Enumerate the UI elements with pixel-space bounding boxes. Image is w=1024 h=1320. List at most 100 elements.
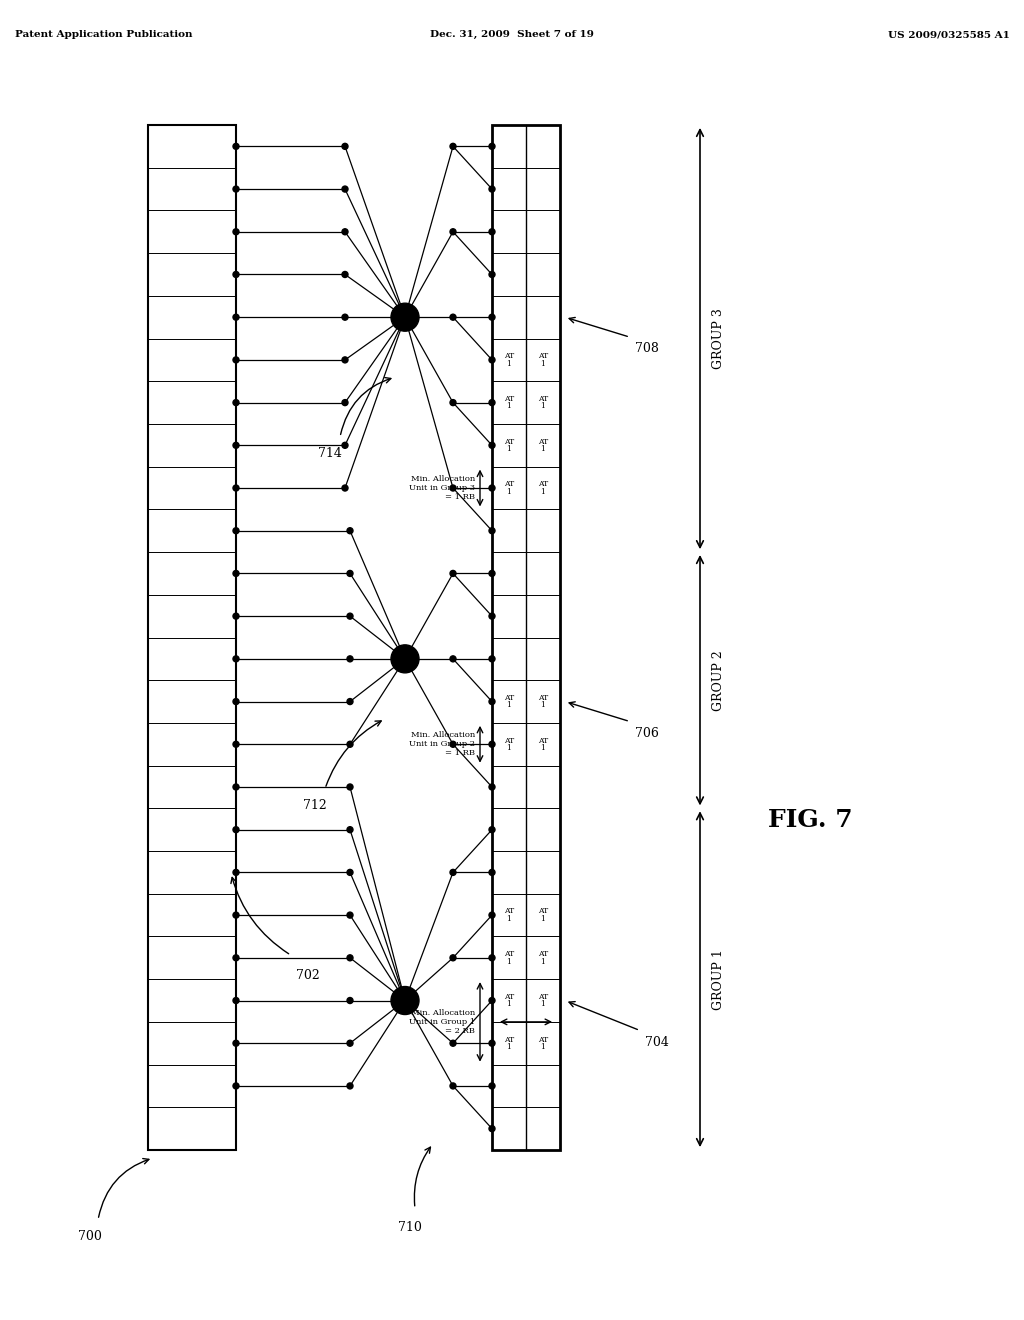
Circle shape xyxy=(489,186,495,193)
Circle shape xyxy=(233,528,239,533)
Circle shape xyxy=(233,356,239,363)
Circle shape xyxy=(347,784,353,789)
Text: AT
1: AT 1 xyxy=(504,352,514,367)
Circle shape xyxy=(347,1082,353,1089)
Text: Min. Allocation
Unit in Group 3
= 1 RB: Min. Allocation Unit in Group 3 = 1 RB xyxy=(409,475,475,502)
Circle shape xyxy=(233,144,239,149)
Circle shape xyxy=(391,304,419,331)
Circle shape xyxy=(489,314,495,321)
Circle shape xyxy=(347,826,353,833)
Text: AT
1: AT 1 xyxy=(504,395,514,411)
Text: AT
1: AT 1 xyxy=(538,907,548,923)
Circle shape xyxy=(233,400,239,405)
Text: FIG. 7: FIG. 7 xyxy=(768,808,852,832)
Circle shape xyxy=(347,998,353,1003)
Text: AT
1: AT 1 xyxy=(504,993,514,1008)
Circle shape xyxy=(347,570,353,577)
Circle shape xyxy=(233,784,239,789)
Text: AT
1: AT 1 xyxy=(504,694,514,709)
Circle shape xyxy=(489,570,495,577)
Circle shape xyxy=(450,954,456,961)
Text: Dec. 31, 2009  Sheet 7 of 19: Dec. 31, 2009 Sheet 7 of 19 xyxy=(430,30,594,40)
Circle shape xyxy=(489,484,495,491)
Circle shape xyxy=(489,228,495,235)
Bar xyxy=(148,125,236,1150)
Text: Min. Allocation
Unit in Group 2
= 1 RB: Min. Allocation Unit in Group 2 = 1 RB xyxy=(409,731,475,758)
Circle shape xyxy=(489,954,495,961)
Circle shape xyxy=(489,784,495,789)
Text: 706: 706 xyxy=(635,726,658,739)
Circle shape xyxy=(342,400,348,405)
Text: US 2009/0325585 A1: US 2009/0325585 A1 xyxy=(888,30,1010,40)
Circle shape xyxy=(342,442,348,449)
Circle shape xyxy=(233,826,239,833)
Circle shape xyxy=(347,742,353,747)
Circle shape xyxy=(489,1126,495,1131)
Text: GROUP 2: GROUP 2 xyxy=(712,649,725,710)
Text: AT
1: AT 1 xyxy=(504,438,514,453)
Text: AT
1: AT 1 xyxy=(504,737,514,752)
Text: AT
1: AT 1 xyxy=(504,950,514,965)
Circle shape xyxy=(489,742,495,747)
Circle shape xyxy=(450,484,456,491)
Circle shape xyxy=(347,912,353,919)
Circle shape xyxy=(489,442,495,449)
Circle shape xyxy=(450,400,456,405)
Text: Min. Allocation
Unit in Group 1
= 2 RB: Min. Allocation Unit in Group 1 = 2 RB xyxy=(409,1008,475,1035)
Circle shape xyxy=(233,570,239,577)
Circle shape xyxy=(489,144,495,149)
Circle shape xyxy=(489,656,495,661)
Text: AT
1: AT 1 xyxy=(538,352,548,367)
Circle shape xyxy=(347,1040,353,1047)
Text: GROUP 1: GROUP 1 xyxy=(712,949,725,1010)
Bar xyxy=(492,125,560,1150)
Circle shape xyxy=(233,742,239,747)
Circle shape xyxy=(450,144,456,149)
Circle shape xyxy=(233,614,239,619)
Circle shape xyxy=(489,272,495,277)
Circle shape xyxy=(233,314,239,321)
Circle shape xyxy=(342,272,348,277)
Circle shape xyxy=(342,314,348,321)
Circle shape xyxy=(489,356,495,363)
Circle shape xyxy=(233,1082,239,1089)
Circle shape xyxy=(489,698,495,705)
Circle shape xyxy=(233,870,239,875)
Circle shape xyxy=(233,1040,239,1047)
Text: AT
1: AT 1 xyxy=(538,480,548,496)
Circle shape xyxy=(347,614,353,619)
Circle shape xyxy=(233,954,239,961)
Circle shape xyxy=(342,228,348,235)
Circle shape xyxy=(450,870,456,875)
Circle shape xyxy=(233,228,239,235)
Circle shape xyxy=(489,614,495,619)
Circle shape xyxy=(233,912,239,919)
Circle shape xyxy=(233,998,239,1003)
Circle shape xyxy=(489,826,495,833)
Circle shape xyxy=(489,528,495,533)
Text: AT
1: AT 1 xyxy=(538,950,548,965)
Circle shape xyxy=(233,442,239,449)
Text: 702: 702 xyxy=(296,969,319,982)
Circle shape xyxy=(391,986,419,1015)
Text: AT
1: AT 1 xyxy=(538,694,548,709)
Circle shape xyxy=(347,528,353,533)
Circle shape xyxy=(450,1040,456,1047)
Circle shape xyxy=(489,400,495,405)
Circle shape xyxy=(391,645,419,673)
Circle shape xyxy=(450,656,456,661)
Text: 712: 712 xyxy=(303,799,327,812)
Text: AT
1: AT 1 xyxy=(538,395,548,411)
Text: AT
1: AT 1 xyxy=(504,480,514,496)
Text: 714: 714 xyxy=(318,447,342,461)
Circle shape xyxy=(342,356,348,363)
Circle shape xyxy=(489,998,495,1003)
Text: 708: 708 xyxy=(635,342,658,355)
Circle shape xyxy=(450,742,456,747)
Circle shape xyxy=(489,1082,495,1089)
Circle shape xyxy=(489,912,495,919)
Circle shape xyxy=(342,186,348,193)
Text: AT
1: AT 1 xyxy=(504,1035,514,1051)
Circle shape xyxy=(450,570,456,577)
Text: 700: 700 xyxy=(78,1230,102,1243)
